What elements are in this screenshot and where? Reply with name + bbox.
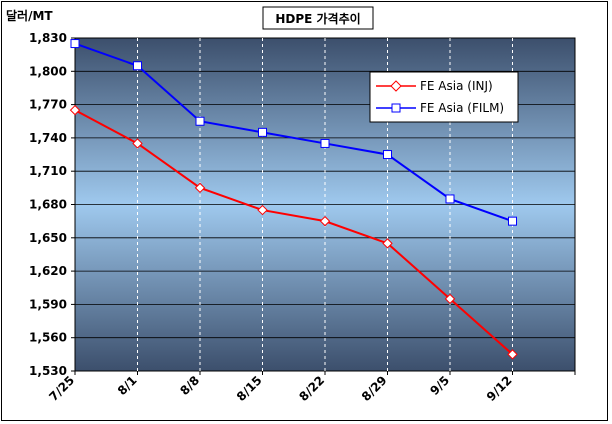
data-point — [445, 194, 455, 204]
data-point — [258, 127, 267, 137]
chart-title-box — [262, 6, 374, 30]
series-layer — [69, 39, 518, 360]
legend: FE Asia (INJ) FE Asia (FILM) — [369, 71, 519, 123]
y-tick-label: 1,620 — [29, 264, 67, 278]
series-line — [74, 109, 514, 356]
y-tick-label: 1,560 — [29, 331, 67, 345]
legend-marker-film — [391, 103, 401, 113]
legend-box — [369, 71, 519, 123]
data-point — [508, 216, 517, 226]
data-point — [132, 138, 143, 149]
series-0 — [69, 104, 518, 360]
y-tick-label: 1,530 — [29, 364, 67, 378]
y-tick-labels: 1,530 1,560 1,590 1,620 1,650 1,680 1,710 1,740… — [29, 31, 67, 378]
data-point — [319, 215, 331, 227]
y-axis-label: 달러/MT — [6, 8, 53, 23]
data-point — [69, 104, 81, 116]
chart-title: HDPE 가격추이 — [275, 11, 360, 26]
y-tick-label: 1,800 — [29, 64, 67, 78]
y-tick-label: 1,590 — [29, 297, 67, 311]
legend-label-film: FE Asia (FILM) — [420, 101, 504, 115]
y-tick-label: 1,740 — [29, 131, 67, 145]
y-tick-label: 1,650 — [29, 231, 67, 245]
data-point — [382, 238, 393, 249]
data-point — [70, 39, 80, 49]
y-tick-label: 1,710 — [29, 164, 67, 178]
series-1 — [70, 39, 517, 226]
series-line — [74, 42, 513, 223]
data-point — [194, 182, 206, 194]
data-point — [195, 116, 205, 126]
legend-marker-inj — [390, 80, 402, 92]
data-point — [383, 150, 392, 160]
y-tick-label: 1,680 — [29, 198, 67, 212]
data-point — [507, 349, 518, 360]
y-tick-label: 1,830 — [29, 31, 67, 45]
data-point — [257, 204, 268, 216]
legend-label-inj: FE Asia (INJ) — [420, 79, 493, 93]
data-point — [133, 61, 142, 71]
data-point — [444, 293, 456, 305]
y-tick-label: 1,770 — [29, 98, 67, 112]
data-point — [320, 138, 330, 148]
